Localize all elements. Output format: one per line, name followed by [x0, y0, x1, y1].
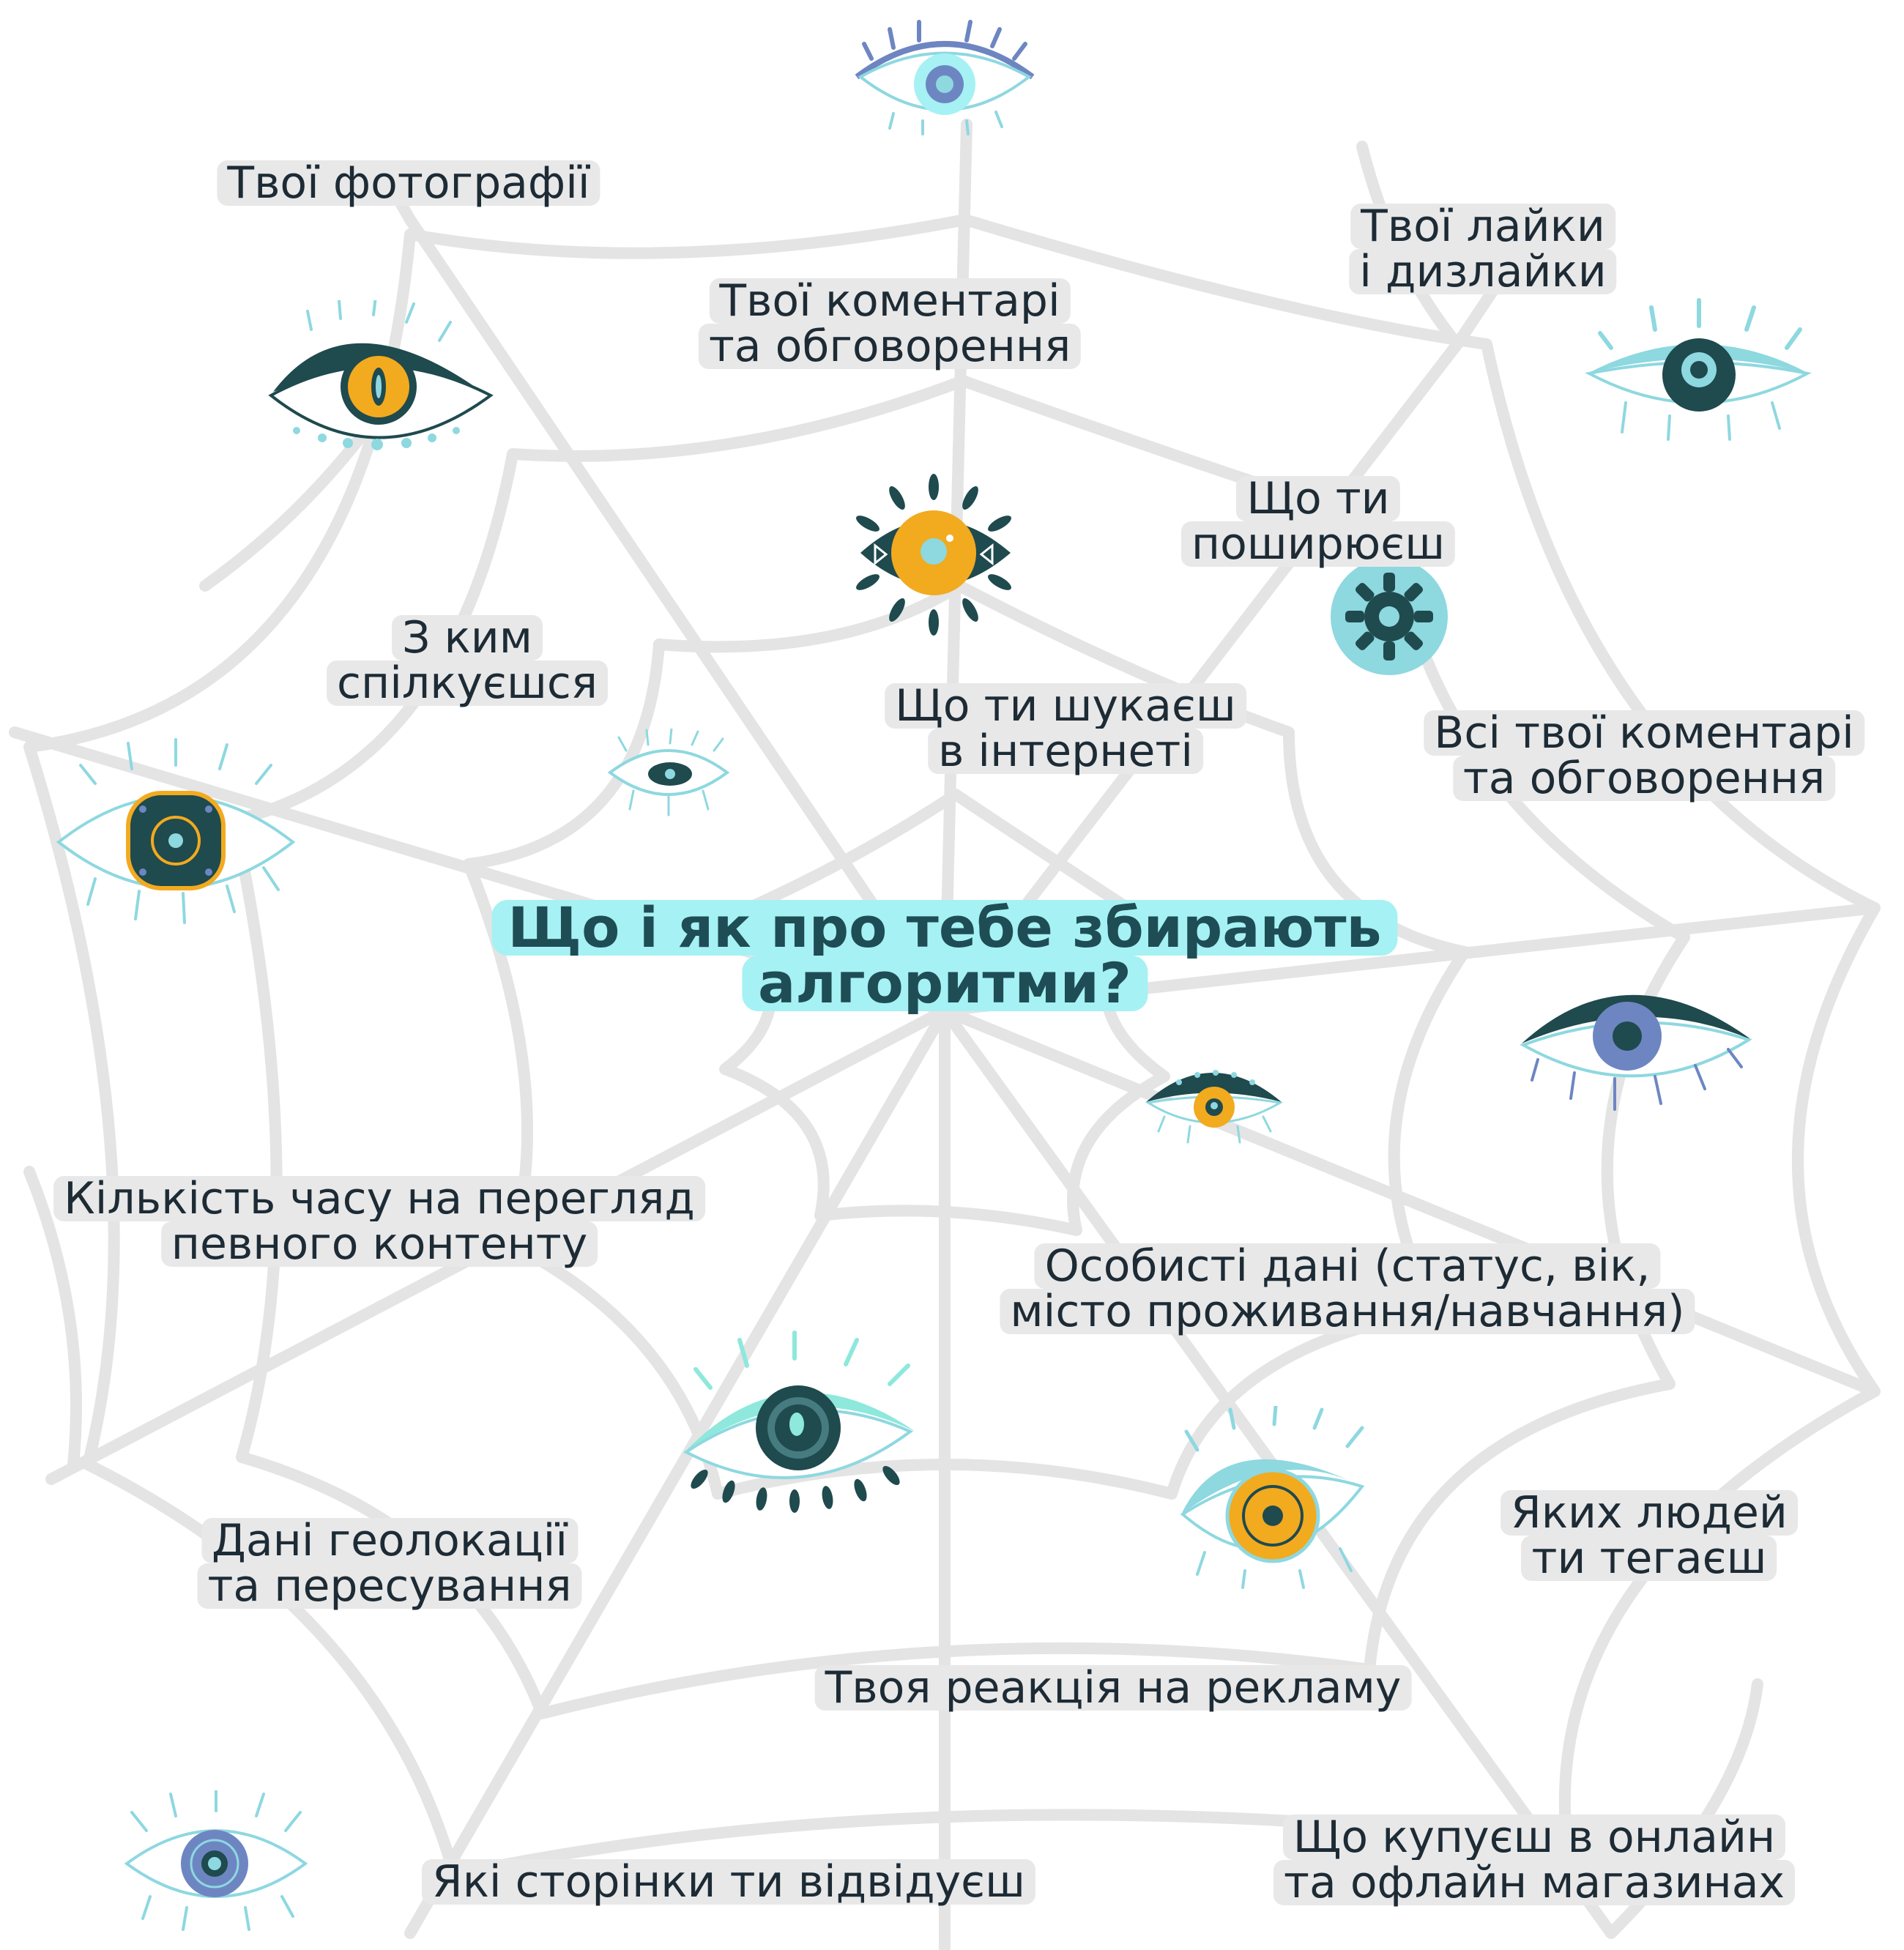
eye-icon-sun-center — [856, 474, 1011, 636]
label-share: Що ти поширюєш — [1180, 476, 1456, 567]
label-line: ти тегаєш — [1521, 1536, 1777, 1581]
label-ads: Твоя реакція на рекламу — [814, 1665, 1412, 1711]
eye-icon-periwinkle-right — [1520, 994, 1752, 1111]
label-comments-top: Твої коментарі та обговорення — [698, 278, 1082, 369]
eye-icon-orange-bottom — [1180, 1406, 1365, 1589]
eye-icon-square-iris — [56, 738, 296, 924]
label-line: місто проживання/навчання) — [1000, 1289, 1695, 1334]
label-line: Які сторінки ти відвідуєш — [422, 1859, 1035, 1905]
label-line: певного контенту — [160, 1221, 598, 1267]
label-line: Дані геолокації — [201, 1518, 579, 1563]
label-line: Всі твої коментарі — [1424, 710, 1864, 756]
label-line: і дизлайки — [1349, 249, 1617, 294]
label-time: Кількість часу на перегляд певного конте… — [53, 1176, 705, 1267]
label-line: Що ти шукаєш — [885, 683, 1246, 729]
label-line: та пересування — [197, 1563, 582, 1609]
eye-icon-orange-cat — [268, 300, 494, 450]
label-line: Що купуєш в онлайн — [1282, 1815, 1786, 1860]
eye-icon-periwinkle-bottom-left — [124, 1790, 308, 1931]
eye-icon-dotted-lid — [1145, 1070, 1284, 1144]
title-line-2: алгоритми? — [741, 956, 1148, 1011]
eye-icon-small — [607, 729, 730, 816]
label-photos: Твої фотографії — [217, 160, 600, 206]
label-geo: Дані геолокації та пересування — [197, 1518, 582, 1609]
label-line: Твої коментарі — [709, 278, 1071, 324]
label-pages: Які сторінки ти відвідуєш — [422, 1859, 1035, 1905]
label-line: З ким — [391, 615, 543, 660]
label-line: Твоя реакція на рекламу — [814, 1665, 1412, 1711]
title-line-1: Що і як про тебе збирають — [491, 900, 1398, 956]
label-line: поширюєш — [1180, 521, 1456, 567]
label-all-comments: Всі твої коментарі та обговорення — [1424, 710, 1864, 801]
label-shops: Що купуєш в онлайн та офлайн магазинах — [1273, 1815, 1795, 1905]
page-title: Що і як про тебе збирають алгоритми? — [491, 900, 1398, 1011]
label-line: та обговорення — [698, 324, 1082, 369]
label-line: Яких людей — [1500, 1490, 1798, 1536]
label-likes: Твої лайки і дизлайки — [1349, 204, 1617, 294]
label-personal: Особисті дані (статус, вік, місто прожив… — [1000, 1243, 1695, 1334]
label-line: та офлайн магазинах — [1273, 1860, 1795, 1905]
label-line: та обговорення — [1452, 756, 1836, 801]
label-line: Твої лайки — [1350, 204, 1615, 249]
eye-icon-top-flower — [855, 20, 1035, 135]
label-tag: Яких людей ти тегаєш — [1500, 1490, 1798, 1581]
eye-icon-cyan-right — [1585, 298, 1812, 441]
gear-icon — [1331, 558, 1448, 675]
label-line: Твої фотографії — [217, 160, 600, 206]
label-line: Що ти — [1236, 476, 1400, 521]
label-line: Особисті дані (статус, вік, — [1034, 1243, 1661, 1289]
label-line: Кількість часу на перегляд — [53, 1176, 705, 1221]
label-whom: З ким спілкуєшся — [327, 615, 608, 706]
label-line: спілкуєшся — [327, 660, 608, 706]
label-search: Що ти шукаєш в інтернеті — [885, 683, 1246, 774]
label-line: в інтернеті — [927, 729, 1204, 774]
eye-icon-mint-bottom — [683, 1331, 915, 1513]
